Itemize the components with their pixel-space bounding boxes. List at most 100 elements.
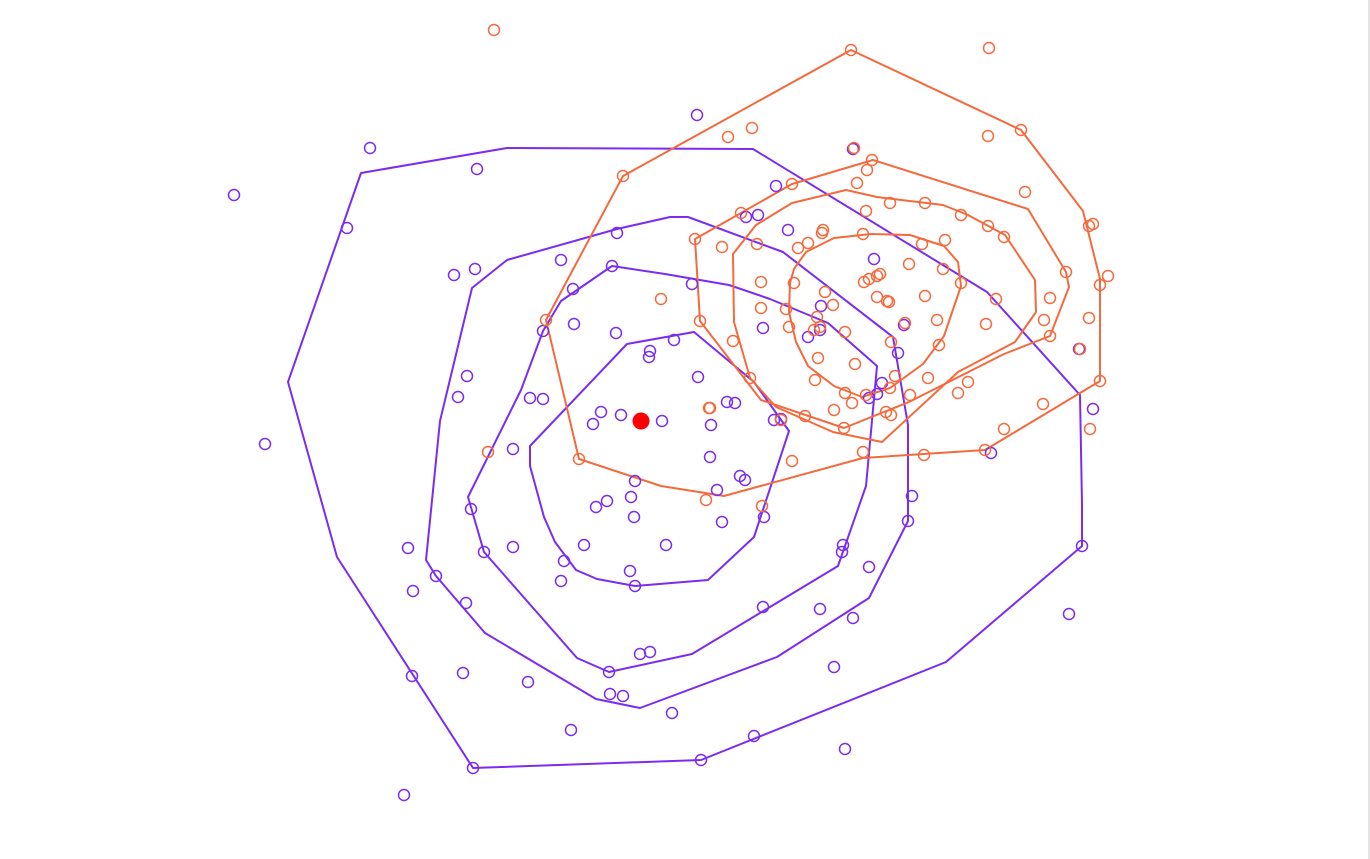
series-a-point bbox=[614, 408, 628, 422]
series-a-point bbox=[691, 370, 705, 384]
series-a-contours bbox=[287, 147, 1083, 769]
series-a-point bbox=[665, 706, 679, 720]
series-a-point bbox=[862, 560, 876, 574]
series-a-point bbox=[1062, 607, 1076, 621]
series-a-point bbox=[624, 490, 638, 504]
series-b-point bbox=[978, 443, 992, 457]
series-b-point bbox=[860, 163, 874, 177]
series-a-point bbox=[704, 418, 718, 432]
series-a-point bbox=[506, 442, 520, 456]
series-b-point bbox=[1043, 329, 1057, 343]
series-a-point bbox=[554, 253, 568, 267]
series-a-point bbox=[643, 344, 657, 358]
series-a-point bbox=[506, 540, 520, 554]
series-a-point bbox=[536, 324, 550, 338]
series-a-point bbox=[814, 299, 828, 313]
series-b-point bbox=[903, 388, 917, 402]
series-b-contour-4 bbox=[788, 233, 962, 398]
series-b-point bbox=[865, 153, 879, 167]
series-a-point bbox=[838, 742, 852, 756]
series-b-point bbox=[1093, 374, 1107, 388]
series-b-point bbox=[850, 176, 864, 190]
series-b-point bbox=[1059, 265, 1073, 279]
series-b-point bbox=[997, 422, 1011, 436]
series-a-point bbox=[875, 376, 889, 390]
series-a-point bbox=[468, 262, 482, 276]
series-a-point bbox=[751, 208, 765, 222]
series-a-point bbox=[523, 391, 537, 405]
series-b-point bbox=[837, 421, 851, 435]
series-a-point bbox=[835, 545, 849, 559]
series-a-point bbox=[557, 554, 571, 568]
series-b-point bbox=[1093, 278, 1107, 292]
series-b-point bbox=[981, 129, 995, 143]
series-b-point bbox=[798, 409, 812, 423]
series-a-point bbox=[464, 502, 478, 516]
series-a-point bbox=[536, 392, 550, 406]
series-a-point bbox=[451, 390, 465, 404]
series-a-point bbox=[628, 579, 642, 593]
series-b-point bbox=[870, 269, 884, 283]
series-b-point bbox=[654, 292, 668, 306]
series-b-point bbox=[787, 276, 801, 290]
series-a-point bbox=[397, 788, 411, 802]
series-a-contour-3 bbox=[467, 265, 878, 673]
series-a-point bbox=[586, 417, 600, 431]
series-b-point bbox=[932, 338, 946, 352]
series-b-point bbox=[847, 141, 861, 155]
series-a-point bbox=[867, 252, 881, 266]
series-b-point bbox=[801, 236, 815, 250]
series-a-point bbox=[720, 395, 734, 409]
series-b-point bbox=[930, 313, 944, 327]
series-a-point bbox=[659, 538, 673, 552]
series-b-point bbox=[745, 121, 759, 135]
series-b-point bbox=[750, 237, 764, 251]
series-a-point bbox=[633, 647, 647, 661]
series-a-point bbox=[984, 446, 998, 460]
series-b-point bbox=[856, 445, 870, 459]
series-a-point bbox=[813, 323, 827, 337]
series-b-point bbox=[979, 317, 993, 331]
series-b-point bbox=[884, 335, 898, 349]
series-b-point bbox=[882, 295, 896, 309]
series-b-point bbox=[938, 233, 952, 247]
series-a-point bbox=[715, 515, 729, 529]
series-a-point bbox=[616, 689, 630, 703]
series-a-point bbox=[667, 333, 681, 347]
series-b-point bbox=[1083, 422, 1097, 436]
right-edge-divider bbox=[1368, 0, 1370, 859]
series-b-point bbox=[883, 196, 897, 210]
series-b-point bbox=[1043, 291, 1057, 305]
series-a-point bbox=[781, 223, 795, 237]
series-a-point bbox=[405, 669, 419, 683]
series-b-point bbox=[487, 23, 501, 37]
series-a-point bbox=[627, 510, 641, 524]
series-b-point bbox=[807, 323, 821, 337]
series-a-point bbox=[756, 321, 770, 335]
series-b-point bbox=[954, 276, 968, 290]
series-a-point bbox=[756, 600, 770, 614]
series-b-point bbox=[774, 413, 788, 427]
series-b-point bbox=[693, 314, 707, 328]
series-b-point bbox=[888, 369, 902, 383]
series-b-point bbox=[785, 177, 799, 191]
series-a-point bbox=[363, 141, 377, 155]
series-b-point bbox=[838, 325, 852, 339]
series-b-point bbox=[539, 313, 553, 327]
series-b-point bbox=[936, 262, 950, 276]
series-b-point bbox=[873, 267, 887, 281]
series-a-point bbox=[258, 437, 272, 451]
series-b-point bbox=[616, 169, 630, 183]
series-a-point bbox=[728, 396, 742, 410]
series-b-point bbox=[845, 396, 859, 410]
series-a-contour-1 bbox=[287, 147, 1083, 769]
series-a-point bbox=[710, 483, 724, 497]
highlight-marker-group bbox=[632, 412, 650, 430]
series-a-point bbox=[846, 142, 860, 156]
series-a-point bbox=[554, 574, 568, 588]
series-b-point bbox=[961, 375, 975, 389]
series-b-point bbox=[862, 272, 876, 286]
series-a-point bbox=[891, 346, 905, 360]
series-b-points bbox=[481, 23, 1115, 513]
